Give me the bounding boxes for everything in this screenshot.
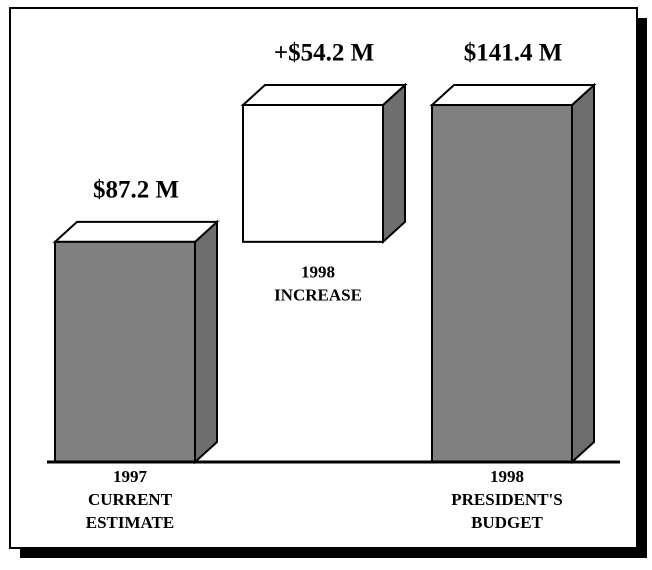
category-label: INCREASE xyxy=(274,286,362,305)
bar xyxy=(54,240,196,463)
value-label: $87.2 M xyxy=(93,177,179,204)
category-label: BUDGET xyxy=(471,513,543,532)
category-label: ESTIMATE xyxy=(86,513,175,532)
bar xyxy=(431,104,573,463)
bar-top xyxy=(429,84,597,106)
plot xyxy=(52,82,597,465)
category-label: CURRENT xyxy=(88,490,173,509)
bar-top xyxy=(240,84,408,106)
bar-side xyxy=(571,82,595,465)
bar xyxy=(242,104,384,243)
bar-top xyxy=(52,220,220,243)
category-label: 1997 xyxy=(113,467,148,486)
bar-side xyxy=(194,219,218,465)
bar-side xyxy=(382,82,406,245)
category-label: 1998 xyxy=(301,263,335,282)
value-label: +$54.2 M xyxy=(274,40,374,67)
category-label: 1998 xyxy=(490,467,524,486)
value-label: $141.4 M xyxy=(464,40,563,67)
category-label: PRESIDENT'S xyxy=(451,490,562,509)
